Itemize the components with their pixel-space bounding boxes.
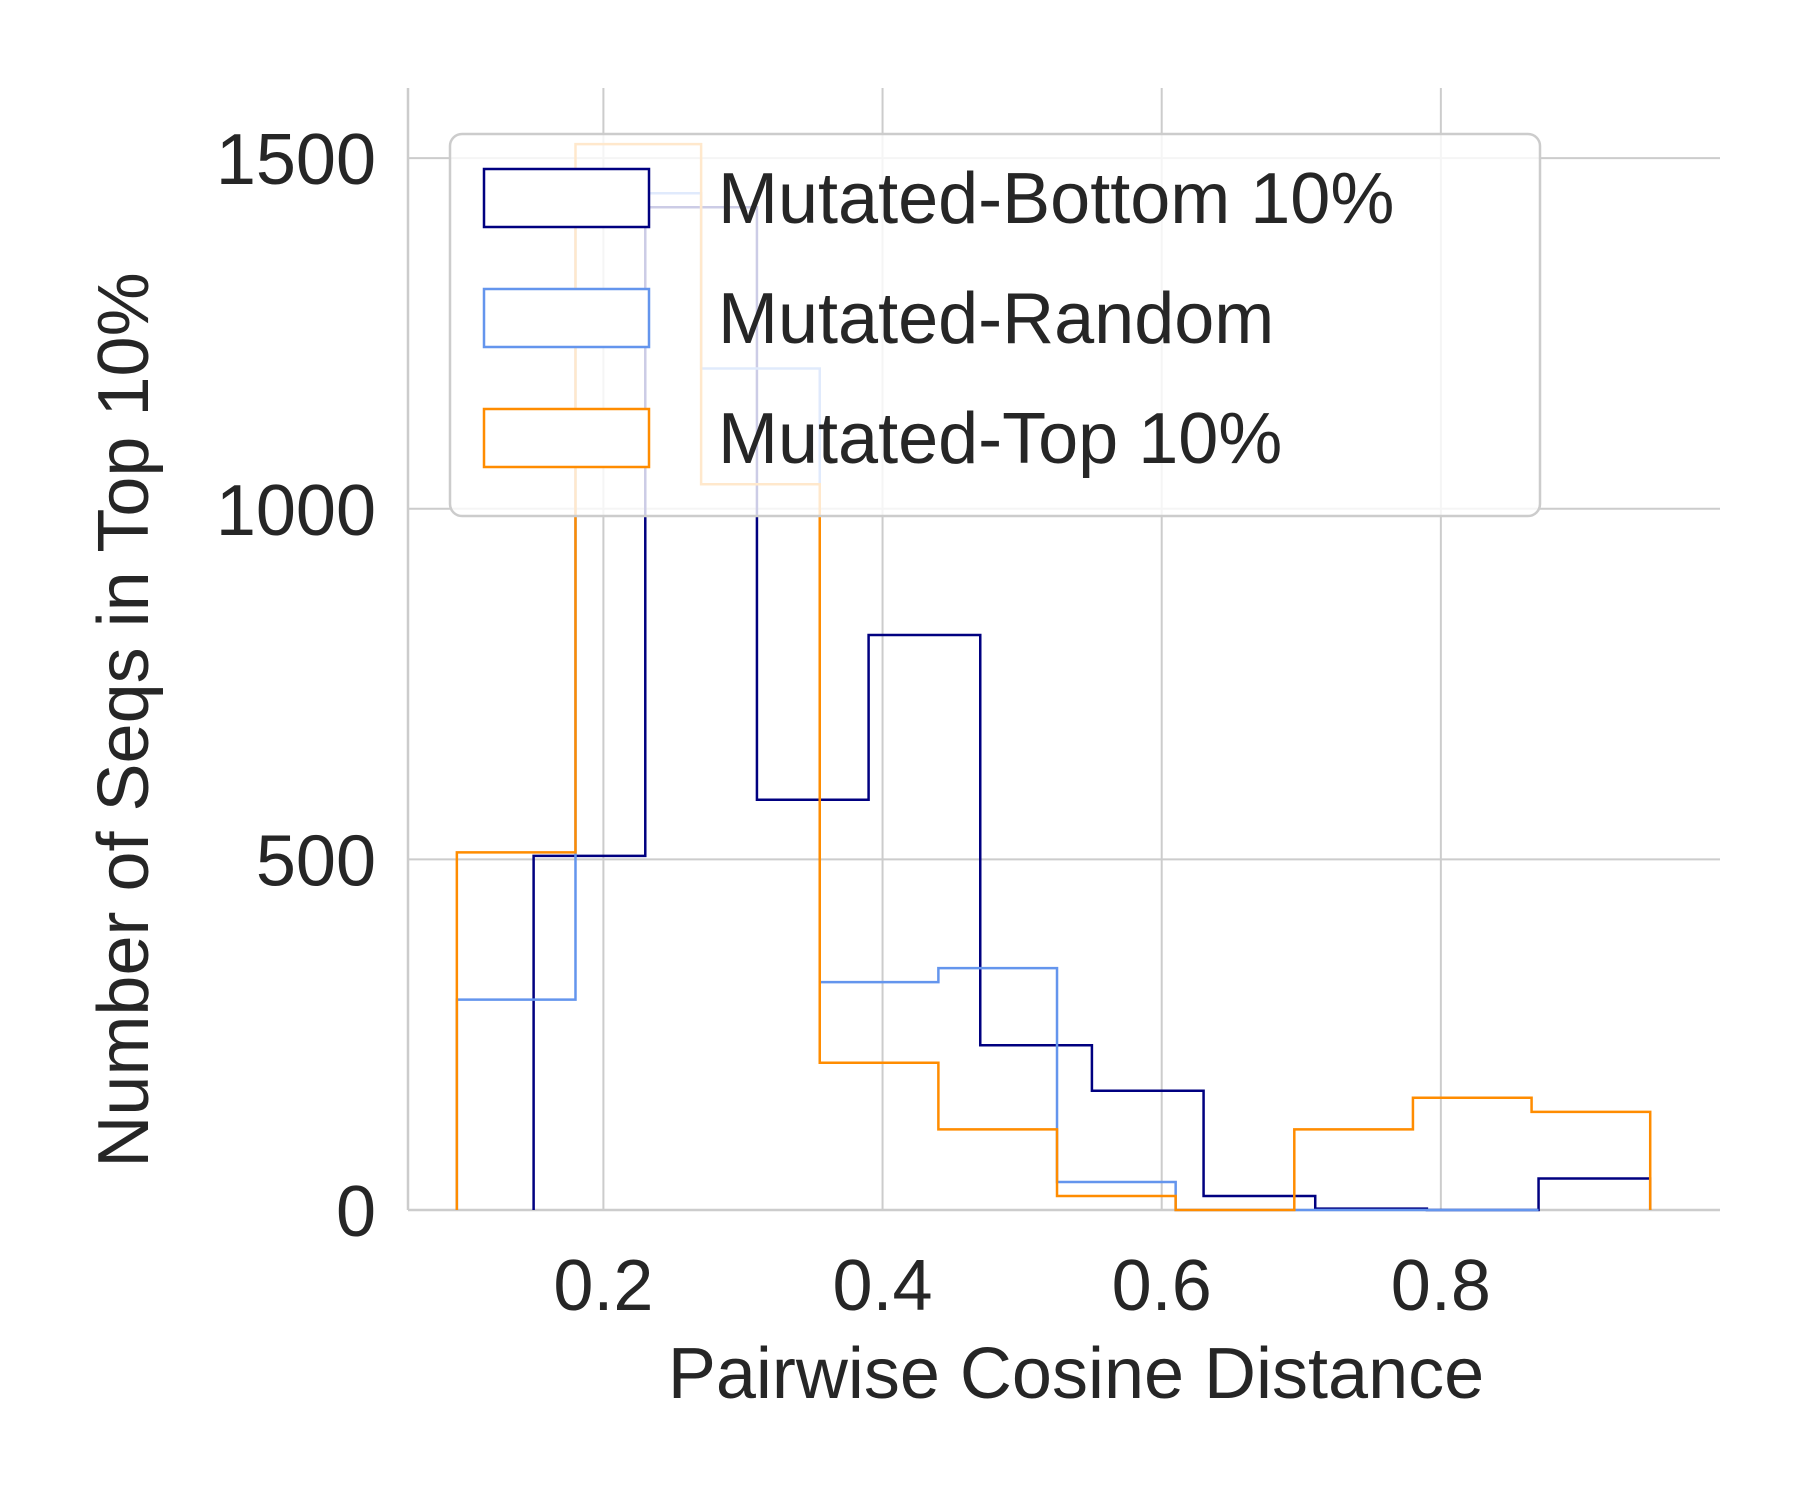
x-axis-ticks: 0.2 0.4 0.6 0.8: [553, 1246, 1491, 1326]
legend-label: Mutated-Random: [718, 279, 1274, 359]
x-tick-label: 0.6: [1112, 1246, 1212, 1326]
legend-frame: [448, 132, 1542, 518]
legend-swatch: [482, 287, 651, 349]
legend-swatch: [482, 167, 651, 229]
legend-label: Mutated-Bottom 10%: [718, 159, 1394, 239]
y-tick-label: 500: [256, 821, 376, 901]
x-tick-label: 0.8: [1391, 1246, 1491, 1326]
y-tick-label: 0: [336, 1172, 376, 1252]
legend-label: Mutated-Top 10%: [718, 399, 1282, 479]
y-tick-label: 1500: [216, 120, 376, 200]
y-tick-label: 1000: [216, 471, 376, 551]
x-tick-label: 0.2: [553, 1246, 653, 1326]
legend: Mutated-Bottom 10% Mutated-Random Mutated-…: [448, 132, 1542, 518]
y-axis-ticks: 0 500 1000 1500: [216, 120, 376, 1252]
legend-swatch: [482, 407, 651, 469]
x-tick-label: 0.4: [833, 1246, 933, 1326]
y-axis-label: Number of Seqs in Top 10%: [84, 272, 164, 1167]
x-axis-label: Pairwise Cosine Distance: [668, 1334, 1484, 1414]
